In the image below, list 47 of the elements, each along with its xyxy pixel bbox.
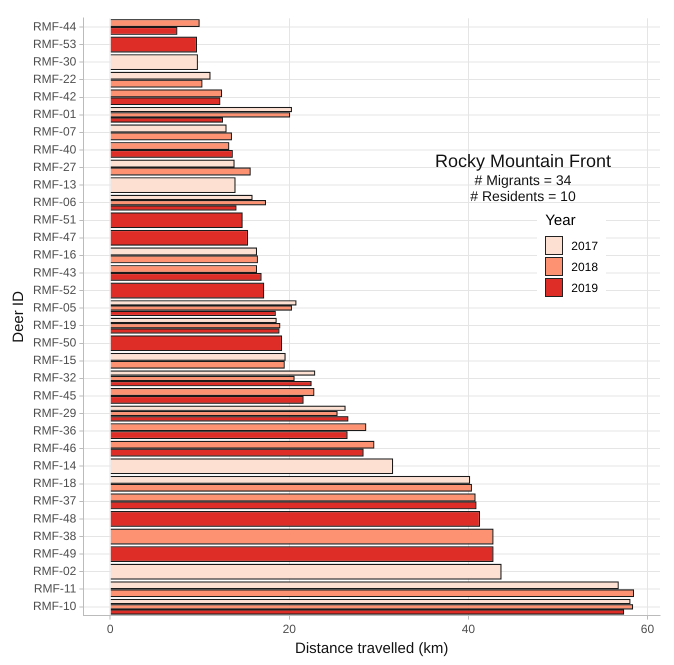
y-tick-label: RMF-42 [32, 90, 77, 104]
x-tick-label: 40 [462, 622, 476, 636]
legend-label: 2018 [571, 260, 598, 274]
y-tick-label: RMF-19 [32, 318, 77, 332]
y-tick-label: RMF-47 [32, 230, 77, 244]
y-tick-label: RMF-30 [32, 54, 77, 68]
y-tick-label: RMF-36 [32, 423, 77, 438]
y-tick-label: RMF-16 [32, 248, 77, 262]
y-tick-label: RMF-02 [32, 564, 77, 578]
y-axis-title: Deer ID [10, 290, 28, 343]
y-tick-label: RMF-01 [32, 107, 77, 122]
y-tick-label: RMF-29 [32, 406, 77, 420]
y-tick-label: RMF-53 [32, 36, 77, 51]
annotation: # Residents = 10 [469, 188, 577, 204]
y-tick-label: RMF-51 [32, 212, 77, 227]
y-tick-label: RMF-07 [32, 124, 77, 139]
y-tick-label: RMF-37 [32, 494, 77, 508]
y-tick-label: RMF-40 [32, 142, 77, 156]
y-tick-label: RMF-06 [32, 195, 77, 210]
x-tick-label: 20 [282, 622, 296, 636]
y-tick-label: RMF-14 [32, 458, 77, 473]
annotation: Rocky Mountain Front [434, 150, 612, 172]
y-tick-label: RMF-22 [32, 72, 77, 86]
y-tick-label: RMF-43 [32, 265, 77, 280]
legend-label: 2017 [571, 238, 598, 252]
y-tick-label: RMF-44 [32, 19, 77, 34]
y-tick-label: RMF-18 [32, 476, 77, 490]
legend-label: 2019 [571, 280, 598, 294]
y-tick-label: RMF-48 [32, 511, 77, 526]
x-tick-label: 60 [640, 622, 654, 636]
y-tick-label: RMF-05 [32, 300, 77, 314]
y-tick-label: RMF-32 [32, 370, 77, 385]
y-tick-label: RMF-15 [32, 353, 77, 368]
y-tick-label: RMF-50 [32, 336, 77, 350]
y-tick-label: RMF-11 [34, 582, 77, 596]
legend-title: Year [545, 212, 577, 229]
y-tick-label: RMF-46 [32, 440, 77, 455]
y-tick-label: RMF-13 [32, 177, 77, 192]
y-tick-label: RMF-38 [32, 528, 77, 543]
x-axis-title: Distance travelled (km) [294, 640, 448, 658]
y-tick-label: RMF-27 [32, 160, 77, 174]
annotation: # Migrants = 34 [474, 172, 572, 188]
x-tick-label: 0 [106, 622, 114, 636]
y-tick-label: RMF-45 [32, 388, 77, 402]
y-tick-label: RMF-49 [32, 546, 77, 560]
y-tick-label: RMF-10 [32, 599, 77, 614]
y-tick-label: RMF-52 [32, 282, 77, 297]
